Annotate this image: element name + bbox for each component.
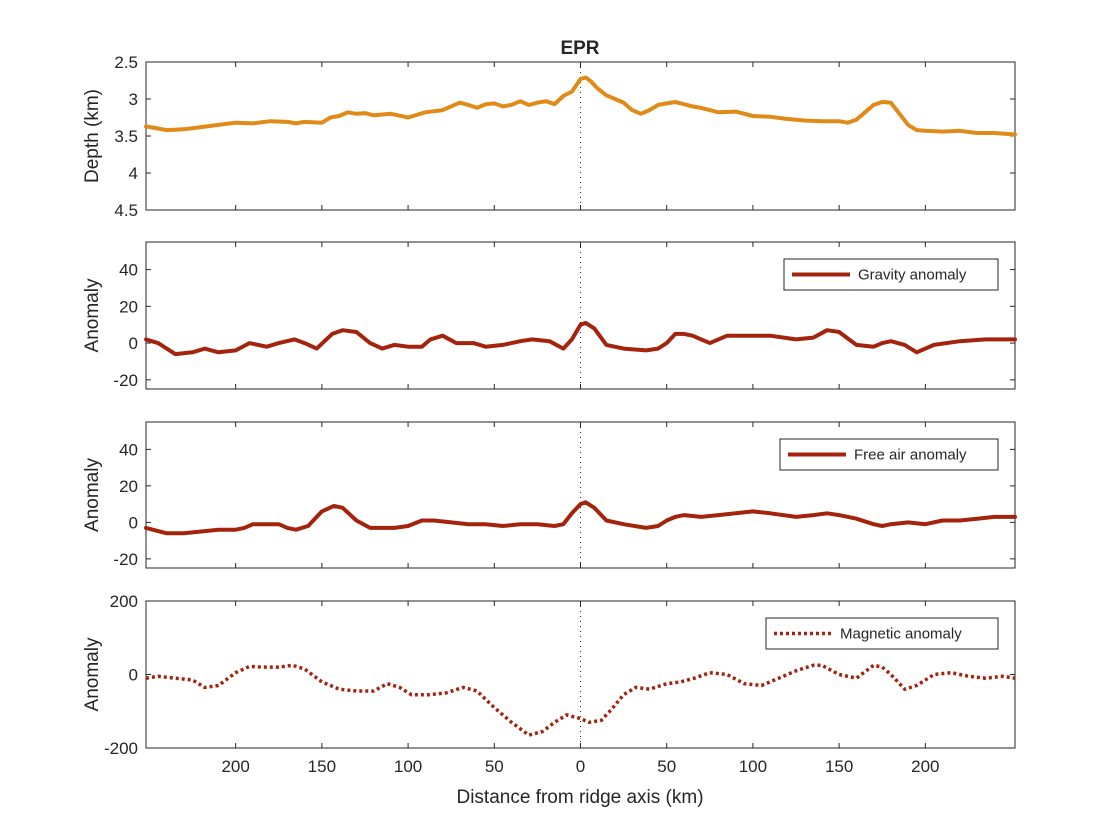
x-tick-label: 150 [825, 757, 853, 776]
y-tick-label: 0 [129, 513, 138, 532]
y-tick-label: -200 [104, 739, 138, 758]
x-tick-label: 100 [739, 757, 767, 776]
y-axis-label: Depth (km) [82, 89, 103, 183]
y-tick-label: 4.5 [114, 201, 138, 220]
chart-title: EPR [560, 38, 599, 59]
y-tick-label: -20 [113, 371, 138, 390]
y-tick-label: 40 [119, 440, 138, 459]
x-tick-label: 0 [576, 757, 585, 776]
series-line [145, 663, 1016, 737]
y-tick-label: 3.5 [114, 127, 138, 146]
y-tick-label: 20 [119, 297, 138, 316]
y-tick-label: 0 [129, 666, 138, 685]
legend: Free air anomaly [779, 438, 999, 471]
panel-1: 2.5 3 3.5 4 4.5 Depth (km) [82, 53, 1017, 220]
series-line [144, 75, 1017, 137]
series-line [144, 320, 1017, 357]
y-tick-label: 40 [119, 261, 138, 280]
legend: Magnetic anomaly [765, 617, 999, 650]
y-tick-label: 20 [119, 477, 138, 496]
x-tick-label: 150 [308, 757, 336, 776]
y-tick-label: 0 [129, 334, 138, 353]
y-tick-label: 4 [129, 164, 138, 183]
y-axis-label: Anomaly [82, 458, 103, 532]
y-tick-label: 2.5 [114, 53, 138, 72]
y-tick-label: 3 [129, 90, 138, 109]
panel-4: 200 150 100 50 0 50 100 150 200 200 0 -200 Anomaly Ma… [82, 592, 1016, 776]
x-axis-label: Distance from ridge axis (km) [456, 787, 703, 808]
x-tick-label: 100 [394, 757, 422, 776]
legend-label: Magnetic anomaly [840, 626, 962, 643]
legend-label: Gravity anomaly [858, 267, 967, 284]
panel-2: 40 20 0 -20 Anomaly Gravity anomaly [82, 241, 1017, 390]
x-tick-label: 50 [485, 757, 504, 776]
series-line [144, 500, 1017, 536]
legend-label: Free air anomaly [854, 447, 967, 464]
y-axis-label: Anomaly [82, 637, 103, 711]
y-axis-label: Anomaly [82, 278, 103, 352]
x-tick-label: 50 [657, 757, 676, 776]
x-tick-label: 200 [911, 757, 939, 776]
x-tick-label: 200 [221, 757, 249, 776]
panel-3: 40 20 0 -20 Anomaly Free air anomaly [82, 421, 1017, 569]
y-tick-label: -20 [113, 550, 138, 569]
y-tick-label: 200 [110, 592, 138, 611]
legend: Gravity anomaly [783, 258, 999, 291]
